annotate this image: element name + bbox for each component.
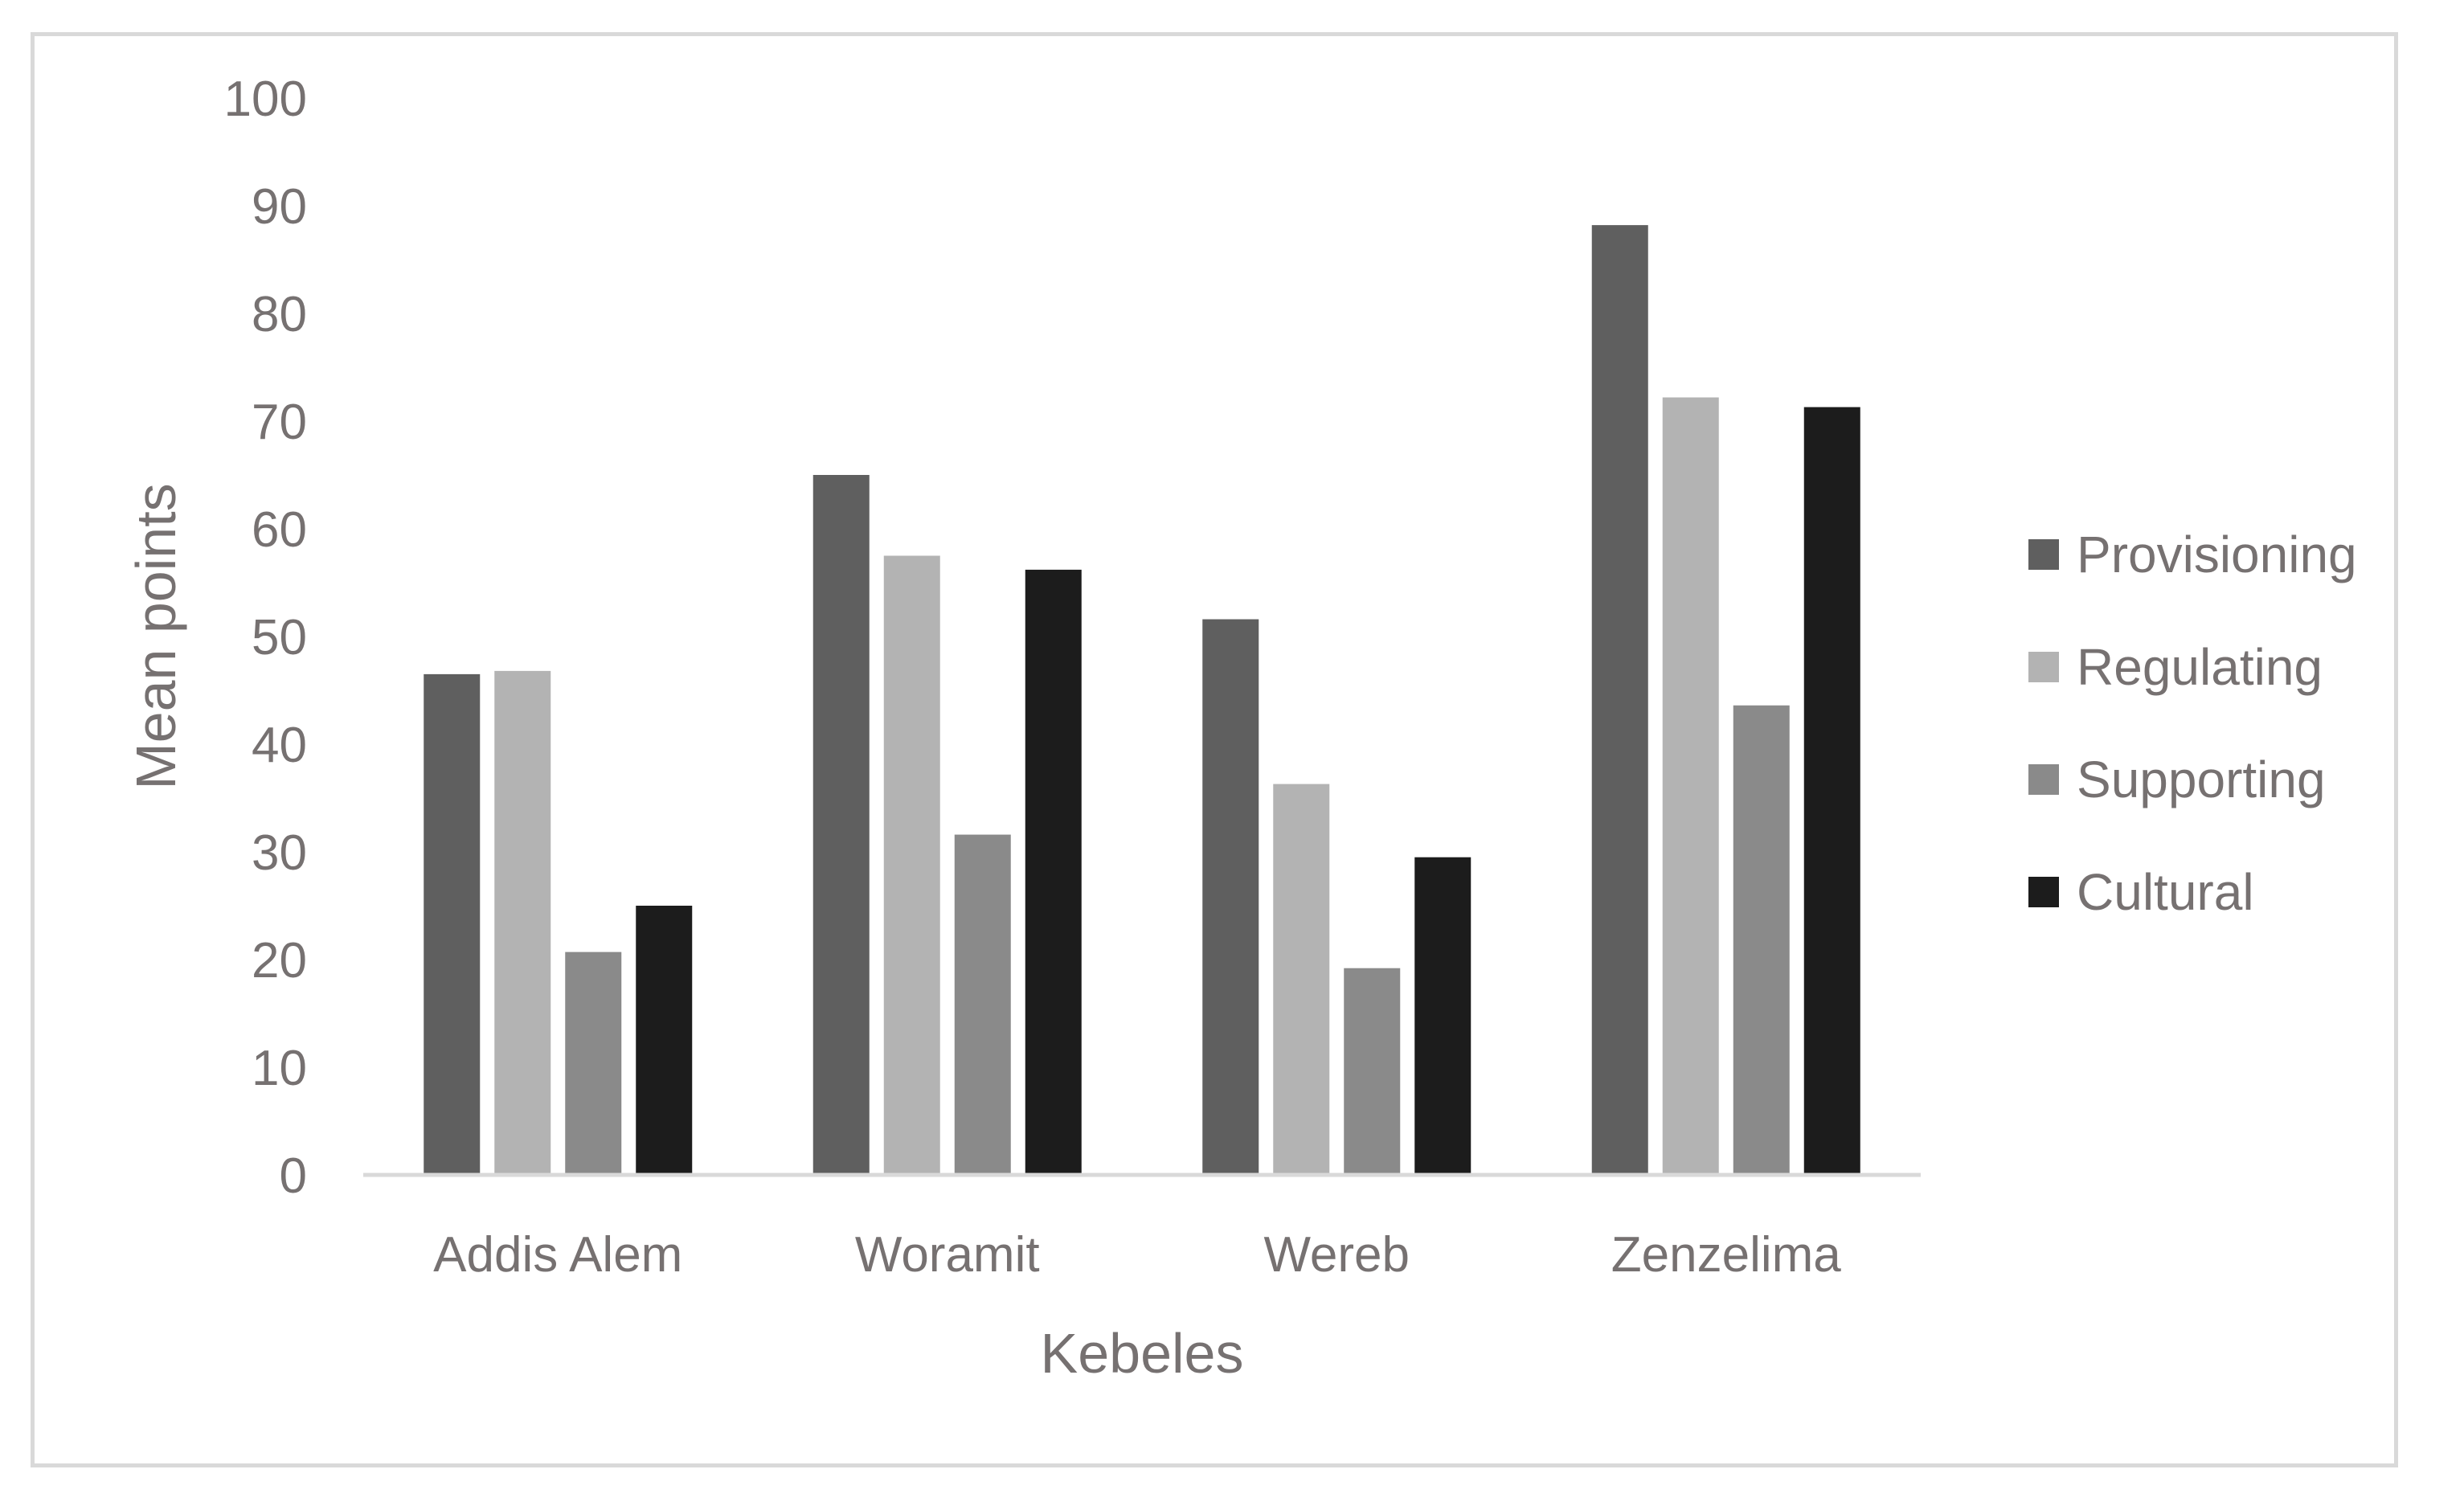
bar-provisioning-wereb bbox=[1202, 619, 1259, 1175]
bar-provisioning-woramit bbox=[812, 475, 870, 1175]
y-tick-label: 100 bbox=[224, 72, 307, 127]
legend-label: Provisioning bbox=[2077, 526, 2357, 583]
y-tick-label: 20 bbox=[252, 933, 307, 988]
bars bbox=[424, 225, 1860, 1176]
legend-swatch bbox=[2028, 764, 2059, 795]
bar-supporting-addis-alem bbox=[565, 952, 622, 1175]
legend: Provisioning Regulating Supporting Cultural bbox=[2028, 526, 2357, 921]
y-axis-ticks: 0 10 20 30 40 50 60 70 80 90 100 bbox=[224, 72, 307, 1204]
bar-regulating-woramit bbox=[883, 555, 940, 1175]
bar-supporting-woramit bbox=[954, 834, 1011, 1175]
bar-supporting-zenzelima bbox=[1733, 705, 1790, 1175]
y-tick-label: 80 bbox=[252, 287, 307, 342]
y-tick-label: 30 bbox=[252, 825, 307, 881]
legend-swatch bbox=[2028, 877, 2059, 907]
legend-swatch bbox=[2028, 539, 2059, 570]
x-tick-label: Wereb bbox=[1264, 1227, 1410, 1283]
bar-cultural-zenzelima bbox=[1803, 407, 1860, 1176]
bar-regulating-zenzelima bbox=[1662, 397, 1719, 1175]
bar-provisioning-addis-alem bbox=[424, 673, 481, 1175]
x-tick-label: Woramit bbox=[855, 1227, 1040, 1283]
bar-cultural-woramit bbox=[1025, 569, 1082, 1175]
y-tick-label: 70 bbox=[252, 395, 307, 450]
legend-swatch bbox=[2028, 652, 2059, 682]
y-tick-label: 10 bbox=[252, 1041, 307, 1096]
y-tick-label: 50 bbox=[252, 610, 307, 665]
x-tick-label: Addis Alem bbox=[433, 1227, 682, 1283]
y-tick-label: 0 bbox=[280, 1148, 307, 1204]
bar-cultural-wereb bbox=[1414, 857, 1471, 1175]
legend-label: Supporting bbox=[2077, 751, 2326, 808]
legend-label: Cultural bbox=[2077, 863, 2254, 921]
bar-regulating-addis-alem bbox=[494, 670, 551, 1175]
bar-supporting-wereb bbox=[1344, 968, 1401, 1175]
bar-cultural-addis-alem bbox=[636, 906, 693, 1175]
x-axis-title: Kebeles bbox=[1041, 1322, 1244, 1385]
y-tick-label: 60 bbox=[252, 502, 307, 558]
x-axis-ticks: Addis Alem Woramit Wereb Zenzelima bbox=[433, 1227, 1841, 1283]
legend-label: Regulating bbox=[2077, 638, 2323, 696]
bar-provisioning-zenzelima bbox=[1591, 225, 1648, 1175]
y-axis-title: Mean points bbox=[125, 483, 187, 789]
y-tick-label: 40 bbox=[252, 718, 307, 773]
bar-regulating-wereb bbox=[1273, 784, 1330, 1175]
x-tick-label: Zenzelima bbox=[1611, 1227, 1842, 1283]
y-tick-label: 90 bbox=[252, 179, 307, 235]
